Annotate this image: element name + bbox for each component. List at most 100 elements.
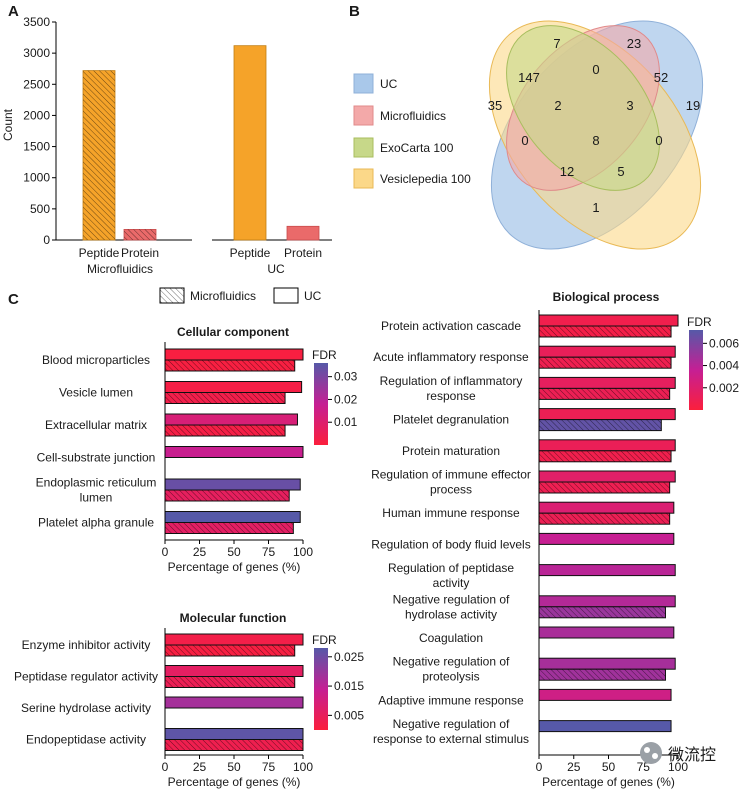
category-label: Acute inflammatory response — [373, 350, 529, 364]
bar-hatch — [539, 326, 672, 337]
bar-uc — [538, 626, 675, 639]
legend-swatch-vesiclepedia — [353, 168, 374, 189]
bar-uc — [164, 665, 304, 677]
venn-count: 0 — [655, 133, 662, 148]
bar-hatch — [165, 522, 294, 534]
x-axis-label: Percentage of genes (%) — [542, 775, 675, 789]
x-tick-label: 0 — [536, 760, 543, 774]
venn-count: 12 — [560, 164, 574, 179]
category-label: Serine hydrolase activity — [21, 701, 151, 715]
bar — [286, 225, 320, 241]
biological-process-chart: Biological process Protein activation cas… — [371, 290, 739, 789]
bar-uc — [164, 381, 303, 393]
x-tick-label: Protein — [121, 246, 159, 260]
bar-uc — [538, 345, 676, 358]
x-tick-label: Peptide — [79, 246, 120, 260]
x-tick-label: 100 — [293, 545, 313, 559]
x-axis-label: Percentage of genes (%) — [168, 775, 301, 789]
category-label: Adaptive immune response — [378, 693, 524, 707]
legend-swatch-uc — [353, 73, 374, 94]
bar-hatch — [165, 360, 295, 371]
bar-uc — [538, 470, 676, 483]
bar-uc — [538, 532, 675, 545]
category-label: Blood microparticles — [42, 353, 150, 367]
x-tick-label: 25 — [193, 760, 207, 774]
x-tick-label: 50 — [602, 760, 616, 774]
colorbar-tick-label: 0.03 — [334, 370, 358, 384]
fdr-colorbar — [314, 363, 328, 445]
venn-legend: UC Microfluidics ExoCarta 100 Vesicleped… — [353, 73, 471, 189]
category-label: Endoplasmic reticulum lumen — [36, 476, 157, 505]
bar-hatch — [539, 669, 666, 681]
venn-count: 52 — [654, 70, 668, 85]
bar-hatch — [539, 357, 672, 369]
x-tick-label: 50 — [227, 760, 241, 774]
bar-uc — [164, 413, 298, 426]
bar-hatch — [539, 513, 670, 525]
bar-hatch — [165, 392, 286, 404]
venn-count: 0 — [521, 133, 528, 148]
legend-label-microfluidics: Microfluidics — [380, 109, 446, 123]
bar-hatch — [539, 419, 662, 431]
x-tick-label: 25 — [193, 545, 207, 559]
x-tick-label: 0 — [162, 760, 169, 774]
y-tick-label: 1500 — [23, 140, 50, 154]
legend-swatch-hatched — [159, 287, 185, 304]
legend-swatch-plain — [273, 287, 299, 304]
bar-hatch — [165, 490, 290, 501]
category-label: Enzyme inhibitor activity — [22, 638, 151, 652]
bar-uc — [538, 657, 676, 670]
group-label: UC — [267, 262, 285, 276]
category-label: Negative regulation of response to extern… — [373, 717, 529, 746]
x-tick-label: 100 — [668, 760, 688, 774]
panel-label-a: A — [8, 3, 19, 20]
y-tick-label: 1000 — [23, 171, 50, 185]
bar-hatch — [124, 229, 156, 240]
bar-hatch — [539, 482, 670, 493]
category-label: Extracellular matrix — [45, 418, 147, 432]
bar-hatch — [165, 676, 295, 688]
venn-ellipses — [488, 20, 704, 250]
watermark-text: 微流控 — [668, 746, 716, 764]
y-tick-label: 0 — [43, 233, 50, 247]
colorbar-label: FDR — [687, 315, 712, 329]
venn-count: 8 — [592, 133, 599, 148]
bar-uc — [164, 446, 304, 458]
venn-set-exocarta — [506, 25, 660, 191]
colorbar-tick-label: 0.004 — [709, 359, 739, 373]
bar-hatch — [165, 645, 295, 656]
watermark: 微流控 — [640, 742, 716, 764]
venn-count: 7 — [553, 36, 560, 51]
y-tick-label: 3500 — [23, 15, 50, 29]
x-tick-label: Protein — [284, 246, 322, 260]
chart-title: Biological process — [553, 290, 660, 304]
category-label: Platelet alpha granule — [38, 516, 154, 530]
colorbar-tick-label: 0.005 — [334, 708, 364, 722]
molecular-function-chart: Molecular function Enzyme inhibitor activ… — [14, 611, 364, 789]
category-label: Human immune response — [382, 506, 520, 520]
bar-uc — [164, 478, 301, 491]
colorbar-tick-label: 0.025 — [334, 650, 364, 664]
y-tick-label: 3000 — [23, 46, 50, 60]
panel-a-bar-chart: Count 0 500 1000 1500 2000 2500 3000 3500 Peptid… — [1, 15, 332, 276]
x-tick-label: 100 — [293, 760, 313, 774]
venn-count: 19 — [686, 98, 700, 113]
colorbar-label: FDR — [312, 348, 337, 362]
category-label: Regulation of immune effector process — [371, 468, 531, 497]
category-label: Platelet degranulation — [393, 413, 509, 427]
bar-uc — [538, 564, 676, 577]
category-label: Vesicle lumen — [59, 386, 133, 400]
bar-uc — [538, 376, 676, 389]
venn-count: 2 — [554, 98, 561, 113]
y-tick-label: 500 — [30, 202, 50, 216]
legend-label-microfluidics: Microfluidics — [190, 289, 256, 303]
cellular-component-chart: Cellular component Blood microparticles Ve… — [36, 325, 358, 574]
category-label: Regulation of inflammatory response — [380, 374, 523, 403]
fdr-colorbar — [689, 330, 703, 410]
x-tick-label: 0 — [162, 545, 169, 559]
category-label: Regulation of peptidase activity — [388, 561, 514, 590]
venn-count: 5 — [617, 164, 624, 179]
category-label: Protein maturation — [402, 444, 500, 458]
bar-uc — [164, 348, 304, 361]
x-tick-label: 50 — [227, 545, 241, 559]
